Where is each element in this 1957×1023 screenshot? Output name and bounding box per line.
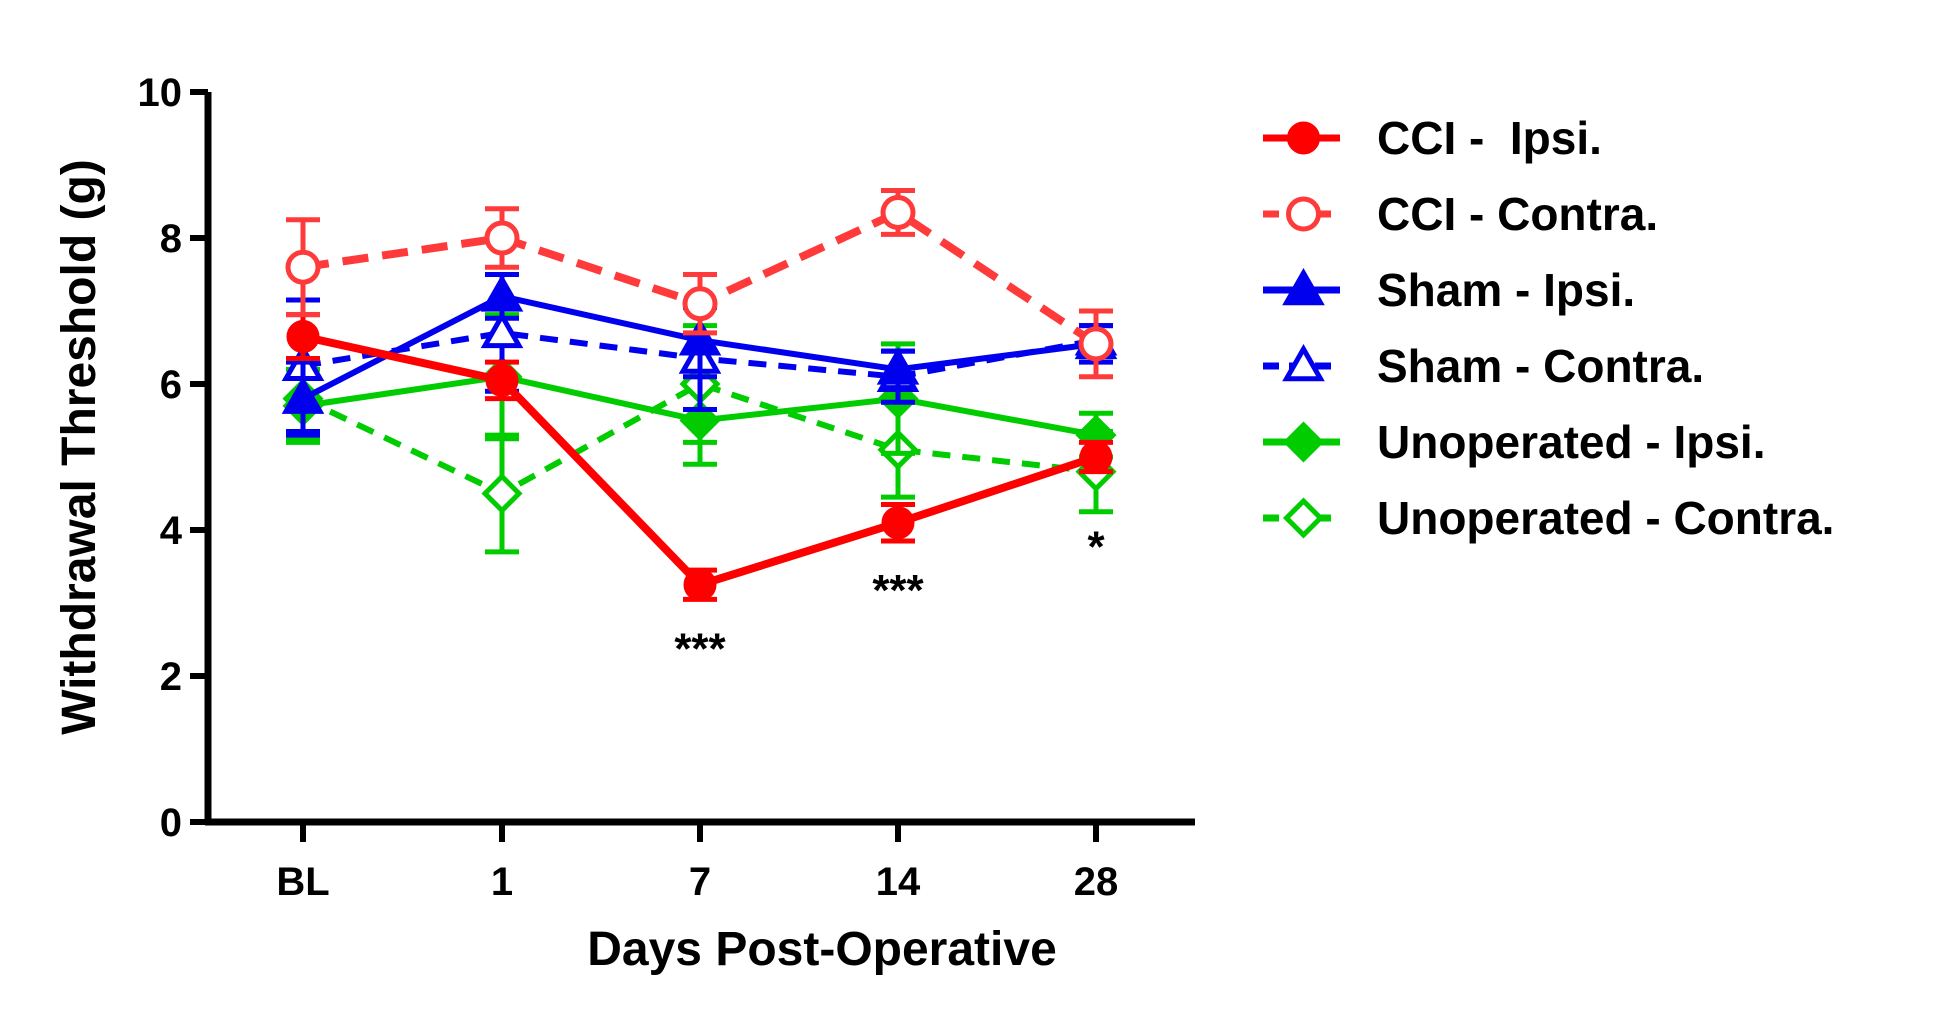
x-tick-label: 7 — [689, 860, 711, 904]
data-point — [881, 506, 915, 540]
legend-label: CCI - Ipsi. — [1377, 112, 1602, 164]
significance-annotation: *** — [872, 566, 924, 615]
data-point — [1079, 440, 1113, 474]
data-point — [485, 363, 519, 397]
x-tick-label: 28 — [1074, 860, 1119, 904]
legend-swatch-marker — [1282, 421, 1325, 463]
significance-annotation: * — [1087, 522, 1105, 571]
y-tick-label: 2 — [160, 655, 182, 699]
data-point — [678, 318, 722, 356]
annotation-layer: ******* — [674, 522, 1105, 673]
series-layer — [281, 188, 1118, 602]
legend-swatch-marker — [1282, 497, 1325, 539]
data-point — [682, 286, 718, 322]
data-point — [286, 320, 320, 354]
legend-label: CCI - Contra. — [1377, 188, 1658, 240]
significance-annotation: *** — [674, 625, 726, 674]
legend-swatch-marker — [1282, 343, 1325, 382]
legend: CCI - Ipsi. CCI - Contra. Sham - Ipsi. Sham… — [1263, 112, 1834, 544]
legend-label: Unoperated - Ipsi. — [1377, 416, 1765, 468]
legend-label: Sham - Ipsi. — [1377, 264, 1635, 316]
legend-item: CCI - Contra. — [1263, 188, 1658, 240]
data-point — [880, 194, 916, 230]
legend-swatch-marker — [1287, 121, 1320, 155]
series-line — [301, 381, 1097, 497]
legend-item: Unoperated - Contra. — [1263, 492, 1834, 544]
legend-label: Unoperated - Contra. — [1377, 492, 1834, 544]
data-point — [484, 220, 520, 256]
y-axis-title: Withdrawal Threshold (g) — [53, 159, 106, 735]
x-tick-label: BL — [276, 860, 329, 904]
data-point — [285, 249, 321, 285]
legend-item: CCI - Ipsi. — [1263, 112, 1602, 164]
y-tick-label: 4 — [160, 509, 183, 553]
legend-item: Sham - Contra. — [1263, 340, 1704, 392]
y-tick-label: 6 — [160, 363, 182, 407]
axes: 0 2 4 6 8 10 BL 1 7 14 28 — [138, 71, 1195, 904]
y-tick-label: 8 — [160, 217, 182, 261]
x-axis-title: Days Post-Operative — [587, 923, 1057, 976]
data-point — [876, 347, 920, 385]
data-point — [481, 472, 523, 515]
legend-swatch-marker — [1282, 267, 1325, 306]
y-tick-label: 10 — [138, 71, 183, 115]
legend-swatch-marker — [1286, 196, 1321, 232]
data-point — [480, 274, 524, 312]
legend-label: Sham - Contra. — [1377, 340, 1704, 392]
x-tick-label: 1 — [491, 860, 513, 904]
series-0 — [286, 312, 1113, 602]
y-tick-label: 0 — [160, 801, 182, 845]
legend-item: Sham - Ipsi. — [1263, 264, 1635, 316]
data-point — [480, 310, 524, 349]
series-1 — [285, 188, 1114, 380]
x-tick-label: 14 — [876, 860, 921, 904]
data-point — [281, 376, 325, 414]
data-point — [1078, 326, 1114, 362]
data-point — [683, 568, 717, 602]
legend-item: Unoperated - Ipsi. — [1263, 416, 1765, 468]
